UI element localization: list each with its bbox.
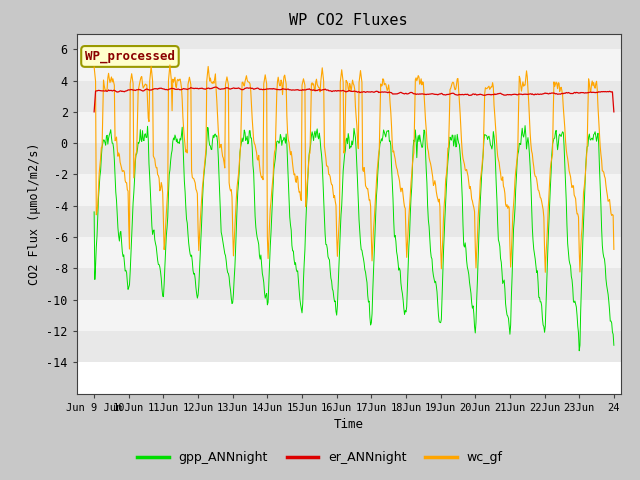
Title: WP CO2 Fluxes: WP CO2 Fluxes [289, 13, 408, 28]
Bar [77, 143, 621, 174]
Bar [77, 268, 621, 300]
Bar [77, 237, 621, 268]
Bar [77, 49, 621, 81]
Text: WP_processed: WP_processed [85, 50, 175, 63]
X-axis label: Time: Time [334, 418, 364, 431]
Y-axis label: CO2 Flux (μmol/m2/s): CO2 Flux (μmol/m2/s) [28, 143, 41, 285]
Bar [77, 206, 621, 237]
Bar [77, 112, 621, 143]
Legend: gpp_ANNnight, er_ANNnight, wc_gf: gpp_ANNnight, er_ANNnight, wc_gf [132, 446, 508, 469]
Bar [77, 331, 621, 362]
Bar [77, 81, 621, 112]
Bar [77, 174, 621, 206]
Bar [77, 300, 621, 331]
Bar [77, 34, 621, 49]
